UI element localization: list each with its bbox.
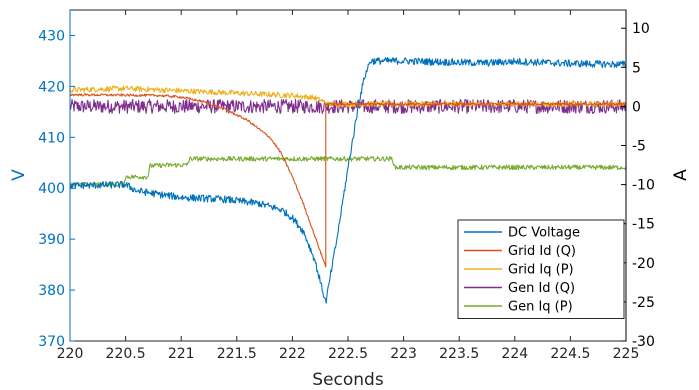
x-tick-label: 222.5	[328, 346, 368, 362]
y-right-tick-label: -20	[632, 256, 655, 272]
y-right-tick-label: -30	[632, 334, 655, 350]
y-right-tick-label: 0	[632, 99, 641, 115]
legend-label-gen-iq-p: Gen Iq (P)	[508, 300, 573, 315]
y-right-tick-label: -15	[632, 217, 655, 233]
x-tick-label: 220.5	[106, 346, 146, 362]
y-axis-left-title: V	[9, 169, 29, 181]
x-axis-title: Seconds	[312, 370, 384, 390]
legend: DC Voltage Grid Id (Q) Grid Iq (P) Gen Id (…	[457, 219, 625, 319]
x-tick-label: 224	[501, 346, 528, 362]
x-tick-label: 223.5	[439, 346, 479, 362]
y-left-tick-label: 370	[38, 334, 65, 350]
x-tick-label: 225	[613, 346, 640, 362]
x-tick-label: 220	[57, 346, 84, 362]
series-line-grid-id-q	[69, 93, 627, 268]
y-axis-right: -30 -25 -20 -15 -10 -5 0 5 10	[621, 10, 655, 350]
y-right-tick-label: 10	[632, 21, 650, 37]
y-left-tick-label: 430	[38, 28, 65, 44]
x-tick-label: 224.5	[550, 346, 590, 362]
y-right-tick-label: -25	[632, 295, 655, 311]
x-tick-label: 223	[390, 346, 417, 362]
y-axis-left: 370 380 390 400 410 420 430	[38, 10, 75, 350]
series-layer	[69, 56, 627, 304]
series-line-gen-iq-p	[69, 155, 627, 188]
x-axis: 220 220.5 221 221.5 222 222.5 223 223.5 224 224.5…	[57, 10, 640, 362]
y-left-tick-label: 400	[38, 181, 65, 197]
y-right-tick-label: -5	[632, 139, 646, 155]
y-left-tick-label: 410	[38, 130, 65, 146]
legend-label-gen-id-q: Gen Id (Q)	[508, 281, 575, 296]
x-tick-label: 222	[279, 346, 306, 362]
y-left-tick-label: 380	[38, 283, 65, 299]
y-left-tick-label: 390	[38, 232, 65, 248]
y-right-tick-label: -10	[632, 178, 655, 194]
y-right-tick-label: 5	[632, 60, 641, 76]
y-axis-right-title: A	[671, 169, 691, 181]
legend-label-grid-id-q: Grid Id (Q)	[508, 244, 576, 259]
series-line-dc-voltage	[69, 56, 627, 304]
legend-label-dc-voltage: DC Voltage	[508, 226, 580, 241]
x-tick-label: 221	[168, 346, 195, 362]
legend-label-grid-iq-p: Grid Iq (P)	[508, 263, 574, 278]
y-left-tick-label: 420	[38, 79, 65, 95]
x-tick-label: 221.5	[217, 346, 257, 362]
